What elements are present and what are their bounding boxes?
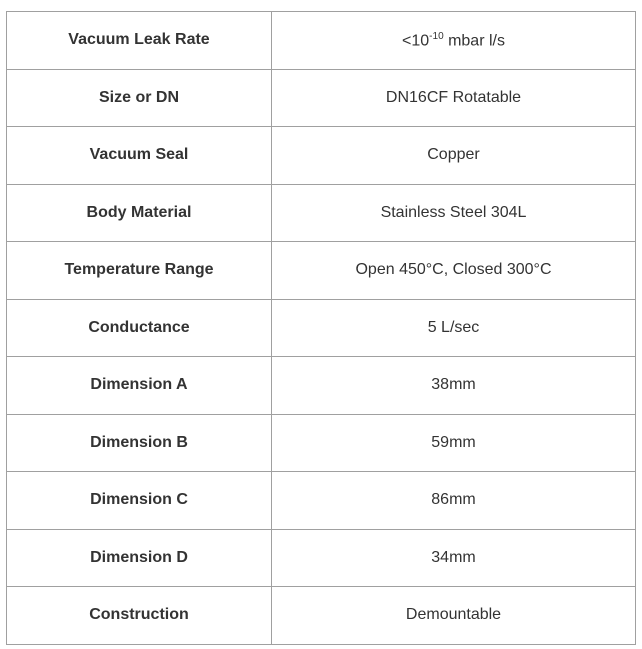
spec-value: 38mm	[271, 356, 636, 415]
spec-value: Copper	[271, 126, 636, 185]
table-row: Body Material Stainless Steel 304L	[6, 183, 636, 242]
spec-value: 59mm	[271, 413, 636, 472]
table-row: Dimension A 38mm	[6, 356, 636, 415]
spec-label: Vacuum Leak Rate	[6, 11, 272, 70]
value-unit: mbar l/s	[443, 31, 505, 49]
spec-label: Body Material	[6, 183, 272, 242]
spec-label: Conductance	[6, 298, 272, 357]
spec-label: Dimension C	[6, 471, 272, 530]
table-row: Vacuum Seal Copper	[6, 126, 636, 185]
spec-value: Stainless Steel 304L	[271, 183, 636, 242]
table-row: Size or DN DN16CF Rotatable	[6, 68, 636, 127]
table-row: Conductance 5 L/sec	[6, 298, 636, 357]
spec-label: Construction	[6, 586, 272, 645]
spec-value: Demountable	[271, 586, 636, 645]
spec-value: 86mm	[271, 471, 636, 530]
spec-label: Vacuum Seal	[6, 126, 272, 185]
spec-label: Dimension A	[6, 356, 272, 415]
table-row: Dimension C 86mm	[6, 471, 636, 530]
table-row: Vacuum Leak Rate <10-10 mbar l/s	[6, 11, 636, 70]
table-row: Dimension D 34mm	[6, 528, 636, 587]
table-row: Construction Demountable	[6, 586, 636, 645]
table-row: Temperature Range Open 450°C, Closed 300°…	[6, 241, 636, 300]
spec-label: Dimension D	[6, 528, 272, 587]
specifications-table: Vacuum Leak Rate <10-10 mbar l/s Size or…	[6, 11, 636, 645]
spec-label: Temperature Range	[6, 241, 272, 300]
value-prefix: <10	[402, 31, 430, 49]
value-exponent: -10	[429, 30, 444, 42]
spec-value: 5 L/sec	[271, 298, 636, 357]
spec-value: <10-10 mbar l/s	[271, 11, 636, 70]
spec-value: Open 450°C, Closed 300°C	[271, 241, 636, 300]
spec-label: Size or DN	[6, 68, 272, 127]
spec-label: Dimension B	[6, 413, 272, 472]
spec-value: DN16CF Rotatable	[271, 68, 636, 127]
table-row: Dimension B 59mm	[6, 413, 636, 472]
spec-value: 34mm	[271, 528, 636, 587]
